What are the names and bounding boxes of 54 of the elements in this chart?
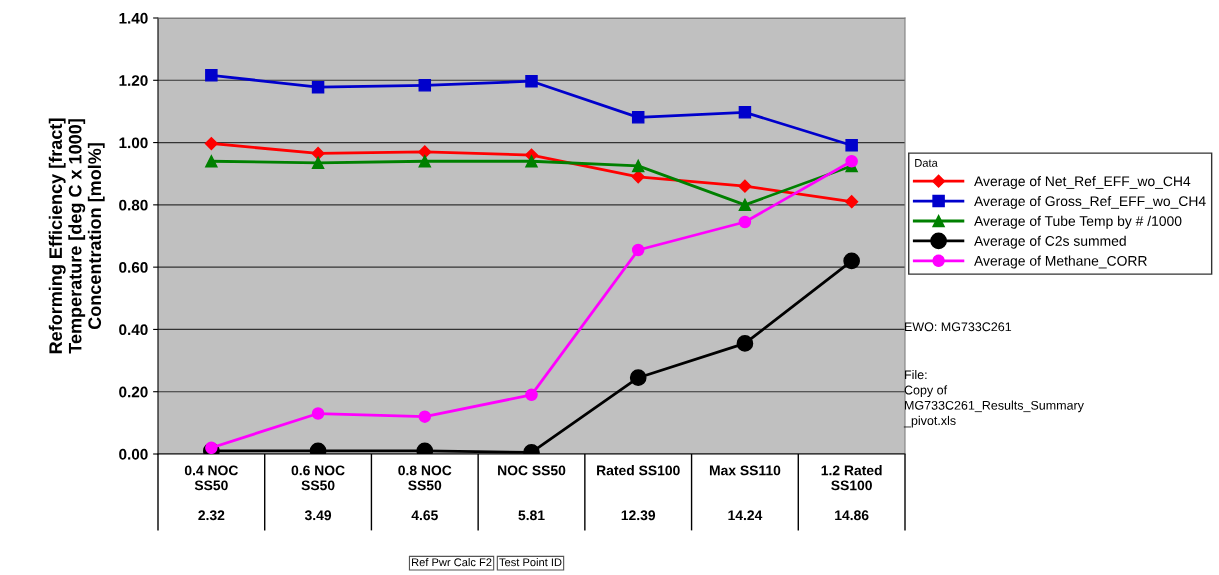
point bbox=[204, 136, 218, 151]
point bbox=[738, 179, 752, 193]
category-label: NOC SS50 5.81 bbox=[498, 465, 566, 521]
text: Ref Pwr Calc F2 bbox=[412, 558, 492, 567]
point bbox=[311, 407, 325, 420]
y-tick-label: 0.00 bbox=[119, 448, 148, 460]
annotation: File: Copy of MG733C261_Results_Summary _pivot.xls bbox=[903, 370, 1084, 428]
point bbox=[845, 139, 858, 152]
y-tick-label: 0.20 bbox=[119, 386, 148, 398]
point bbox=[418, 410, 432, 423]
point bbox=[631, 159, 645, 173]
text: Test Point ID bbox=[499, 558, 562, 567]
category-label: 0.6 NOC SS50 3.49 bbox=[291, 465, 345, 521]
y-tick-label: 0.80 bbox=[119, 199, 148, 211]
point bbox=[418, 155, 432, 168]
category-label: Max SS110 14.24 bbox=[709, 465, 781, 521]
point bbox=[205, 69, 218, 82]
legend-label: Average of C2s summed bbox=[974, 235, 1126, 249]
point bbox=[311, 80, 325, 94]
point bbox=[845, 155, 858, 168]
point bbox=[418, 79, 432, 92]
category-label: 0.8 NOC SS50 4.65 bbox=[398, 465, 452, 521]
category-label: 0.4 NOC SS50 2.32 bbox=[184, 465, 238, 521]
category-label: Rated SS100 12.39 bbox=[597, 465, 680, 521]
legend-title: Data bbox=[915, 159, 938, 167]
point bbox=[738, 106, 752, 119]
point bbox=[736, 335, 754, 352]
point bbox=[311, 156, 325, 170]
legend-label: Average of Gross_Ref_EFF_wo_CH4 bbox=[974, 195, 1206, 209]
point bbox=[631, 170, 645, 184]
y-tick-label: 0.60 bbox=[119, 262, 148, 273]
text: EWO: MG733C261 bbox=[905, 322, 1012, 332]
y-tick-label: 1.40 bbox=[119, 12, 148, 24]
legend-label: Average of Tube Temp by # /1000 bbox=[974, 215, 1182, 229]
point bbox=[843, 252, 860, 270]
legend-label: Average of Net_Ref_EFF_wo_CH4 bbox=[974, 176, 1191, 189]
y-tick-label: 1.20 bbox=[119, 75, 148, 86]
point bbox=[525, 388, 538, 402]
category-label: 1.2 Rated SS100 14.86 bbox=[821, 465, 882, 521]
point bbox=[205, 155, 218, 168]
point bbox=[418, 145, 432, 159]
point bbox=[845, 195, 859, 209]
point bbox=[525, 155, 538, 168]
legend-label: Average of Methane_CORR bbox=[974, 255, 1147, 269]
point bbox=[631, 111, 645, 124]
point bbox=[629, 369, 647, 387]
y-tick-label: 1.00 bbox=[119, 137, 148, 149]
y-tick-label: 0.40 bbox=[119, 324, 148, 336]
point bbox=[738, 215, 752, 229]
point bbox=[631, 243, 645, 257]
point bbox=[738, 198, 752, 212]
point bbox=[525, 74, 538, 88]
y-axis-title: Reforming Efficiency [fract] Temperature [deg C x 1000] Concentration [mol%] bbox=[48, 118, 105, 354]
point bbox=[311, 146, 325, 161]
